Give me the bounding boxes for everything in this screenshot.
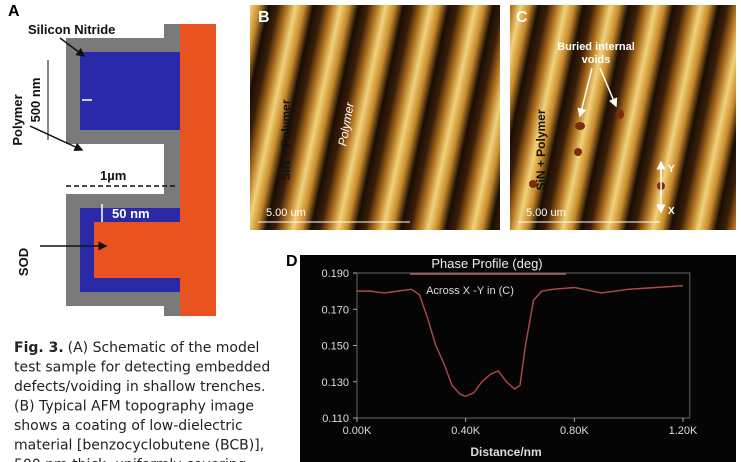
x-axis-label: Distance/nm [470, 445, 541, 459]
x-tick-label: 0.00K [343, 425, 372, 437]
label: Silicon Nitride [28, 22, 115, 37]
void [575, 122, 585, 130]
caption: Fig. 3.(A) Schematic of the model test s… [14, 340, 270, 462]
caption-line: test sample for detecting embedded [14, 360, 270, 376]
panel-letter: C [516, 9, 528, 26]
caption-line: shows a coating of low-dielectric [14, 418, 243, 434]
label: X [668, 206, 675, 217]
panel-letter: B [258, 9, 270, 26]
chart-subtitle: Across X -Y in (C) [426, 285, 514, 297]
label: SOD [16, 248, 31, 276]
panel-a: A Silicon Nitride 500 nm Polymer 1µm 50 … [8, 3, 216, 316]
caption-line: defects/voiding in shallow trenches. [14, 379, 266, 395]
y-tick-label: 0.110 [322, 413, 349, 425]
caption-text: (A) Schematic of the model [68, 340, 260, 356]
label: Y [668, 164, 675, 175]
panel-letter: A [8, 3, 20, 20]
label: 500 nm [28, 78, 43, 123]
x-tick-label: 1.20K [669, 425, 698, 437]
label: 50 nm [112, 206, 150, 221]
scale-label: 5.00 um [266, 207, 306, 219]
void [574, 148, 582, 156]
panel-c: C Buried internal voids SiN + Polymer Y … [510, 5, 736, 230]
page: A Silicon Nitride 500 nm Polymer 1µm 50 … [0, 0, 741, 462]
label: voids [582, 54, 611, 66]
caption-line: (B) Typical AFM topography image [14, 399, 254, 415]
panel-d: D Phase Profile (deg) Across X -Y in (C)… [286, 253, 736, 462]
y-tick-label: 0.150 [321, 341, 349, 353]
caption-label: Fig. 3. [14, 340, 64, 356]
label: Buried internal [557, 41, 635, 53]
y-tick-label: 0.190 [321, 268, 349, 280]
figure: A Silicon Nitride 500 nm Polymer 1µm 50 … [0, 0, 741, 462]
y-tick-label: 0.170 [321, 304, 349, 316]
label: SiN + Polymer [279, 99, 293, 180]
chart-title: Phase Profile (deg) [431, 256, 542, 271]
sod-bottom [94, 222, 180, 278]
panel-b: B SiN + Polymer Polymer 5.00 um [250, 5, 500, 230]
x-tick-label: 0.40K [451, 425, 480, 437]
trench-top [94, 66, 180, 116]
panel-letter: D [286, 253, 298, 270]
void [616, 109, 624, 119]
sod-bar [180, 24, 216, 316]
scale-label: 5.00 um [526, 207, 566, 219]
label: 1µm [100, 168, 126, 183]
x-tick-label: 0.80K [560, 425, 589, 437]
caption-line: material [benzocyclobutene (BCB)], [14, 438, 264, 454]
label: SiN + Polymer [534, 109, 548, 190]
label: Polymer [10, 94, 25, 145]
caption-line: Fig. 3.(A) Schematic of the model [14, 340, 259, 356]
caption-line: 500 nm thick, uniformly covering [14, 457, 247, 462]
y-tick-label: 0.130 [321, 377, 349, 389]
